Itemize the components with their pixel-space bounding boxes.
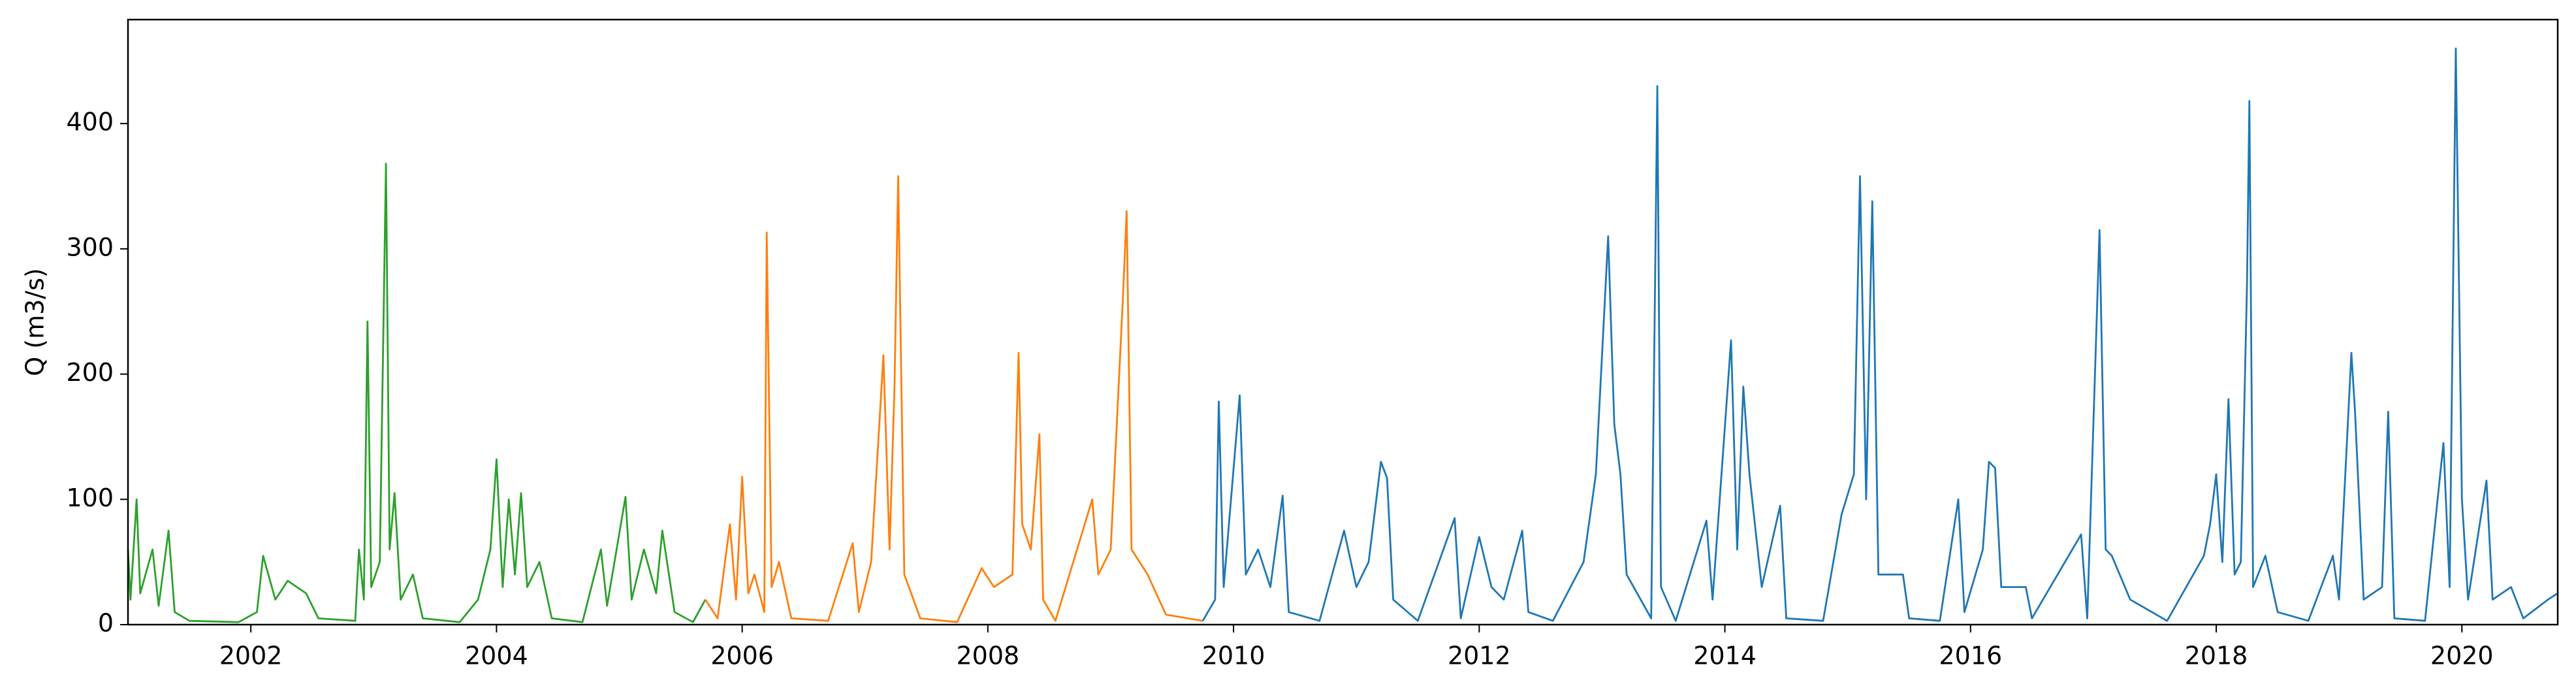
- y-tick-label: 400: [66, 108, 114, 137]
- y-tick-label: 100: [66, 483, 114, 512]
- x-tick-label: 2008: [956, 642, 1019, 670]
- x-tick-label: 2018: [2185, 642, 2248, 670]
- series-line: [705, 175, 1203, 623]
- x-tick-label: 2010: [1202, 642, 1265, 670]
- x-tick-label: 2020: [2430, 642, 2494, 670]
- y-axis-label: Q (m3/s): [21, 268, 50, 376]
- series-line: [1201, 47, 2558, 622]
- x-tick-label: 2012: [1448, 642, 1511, 670]
- series-line: [127, 163, 707, 623]
- x-tick-label: 2016: [1939, 642, 2002, 670]
- x-tick-label: 2002: [219, 642, 283, 670]
- x-tick-label: 2006: [710, 642, 774, 670]
- y-tick-label: 0: [98, 609, 114, 638]
- x-tick-label: 2004: [465, 642, 528, 670]
- x-tick-label: 2014: [1693, 642, 1757, 670]
- y-tick-label: 200: [66, 358, 114, 387]
- y-tick-label: 300: [66, 233, 114, 261]
- plot-frame: [127, 18, 2559, 626]
